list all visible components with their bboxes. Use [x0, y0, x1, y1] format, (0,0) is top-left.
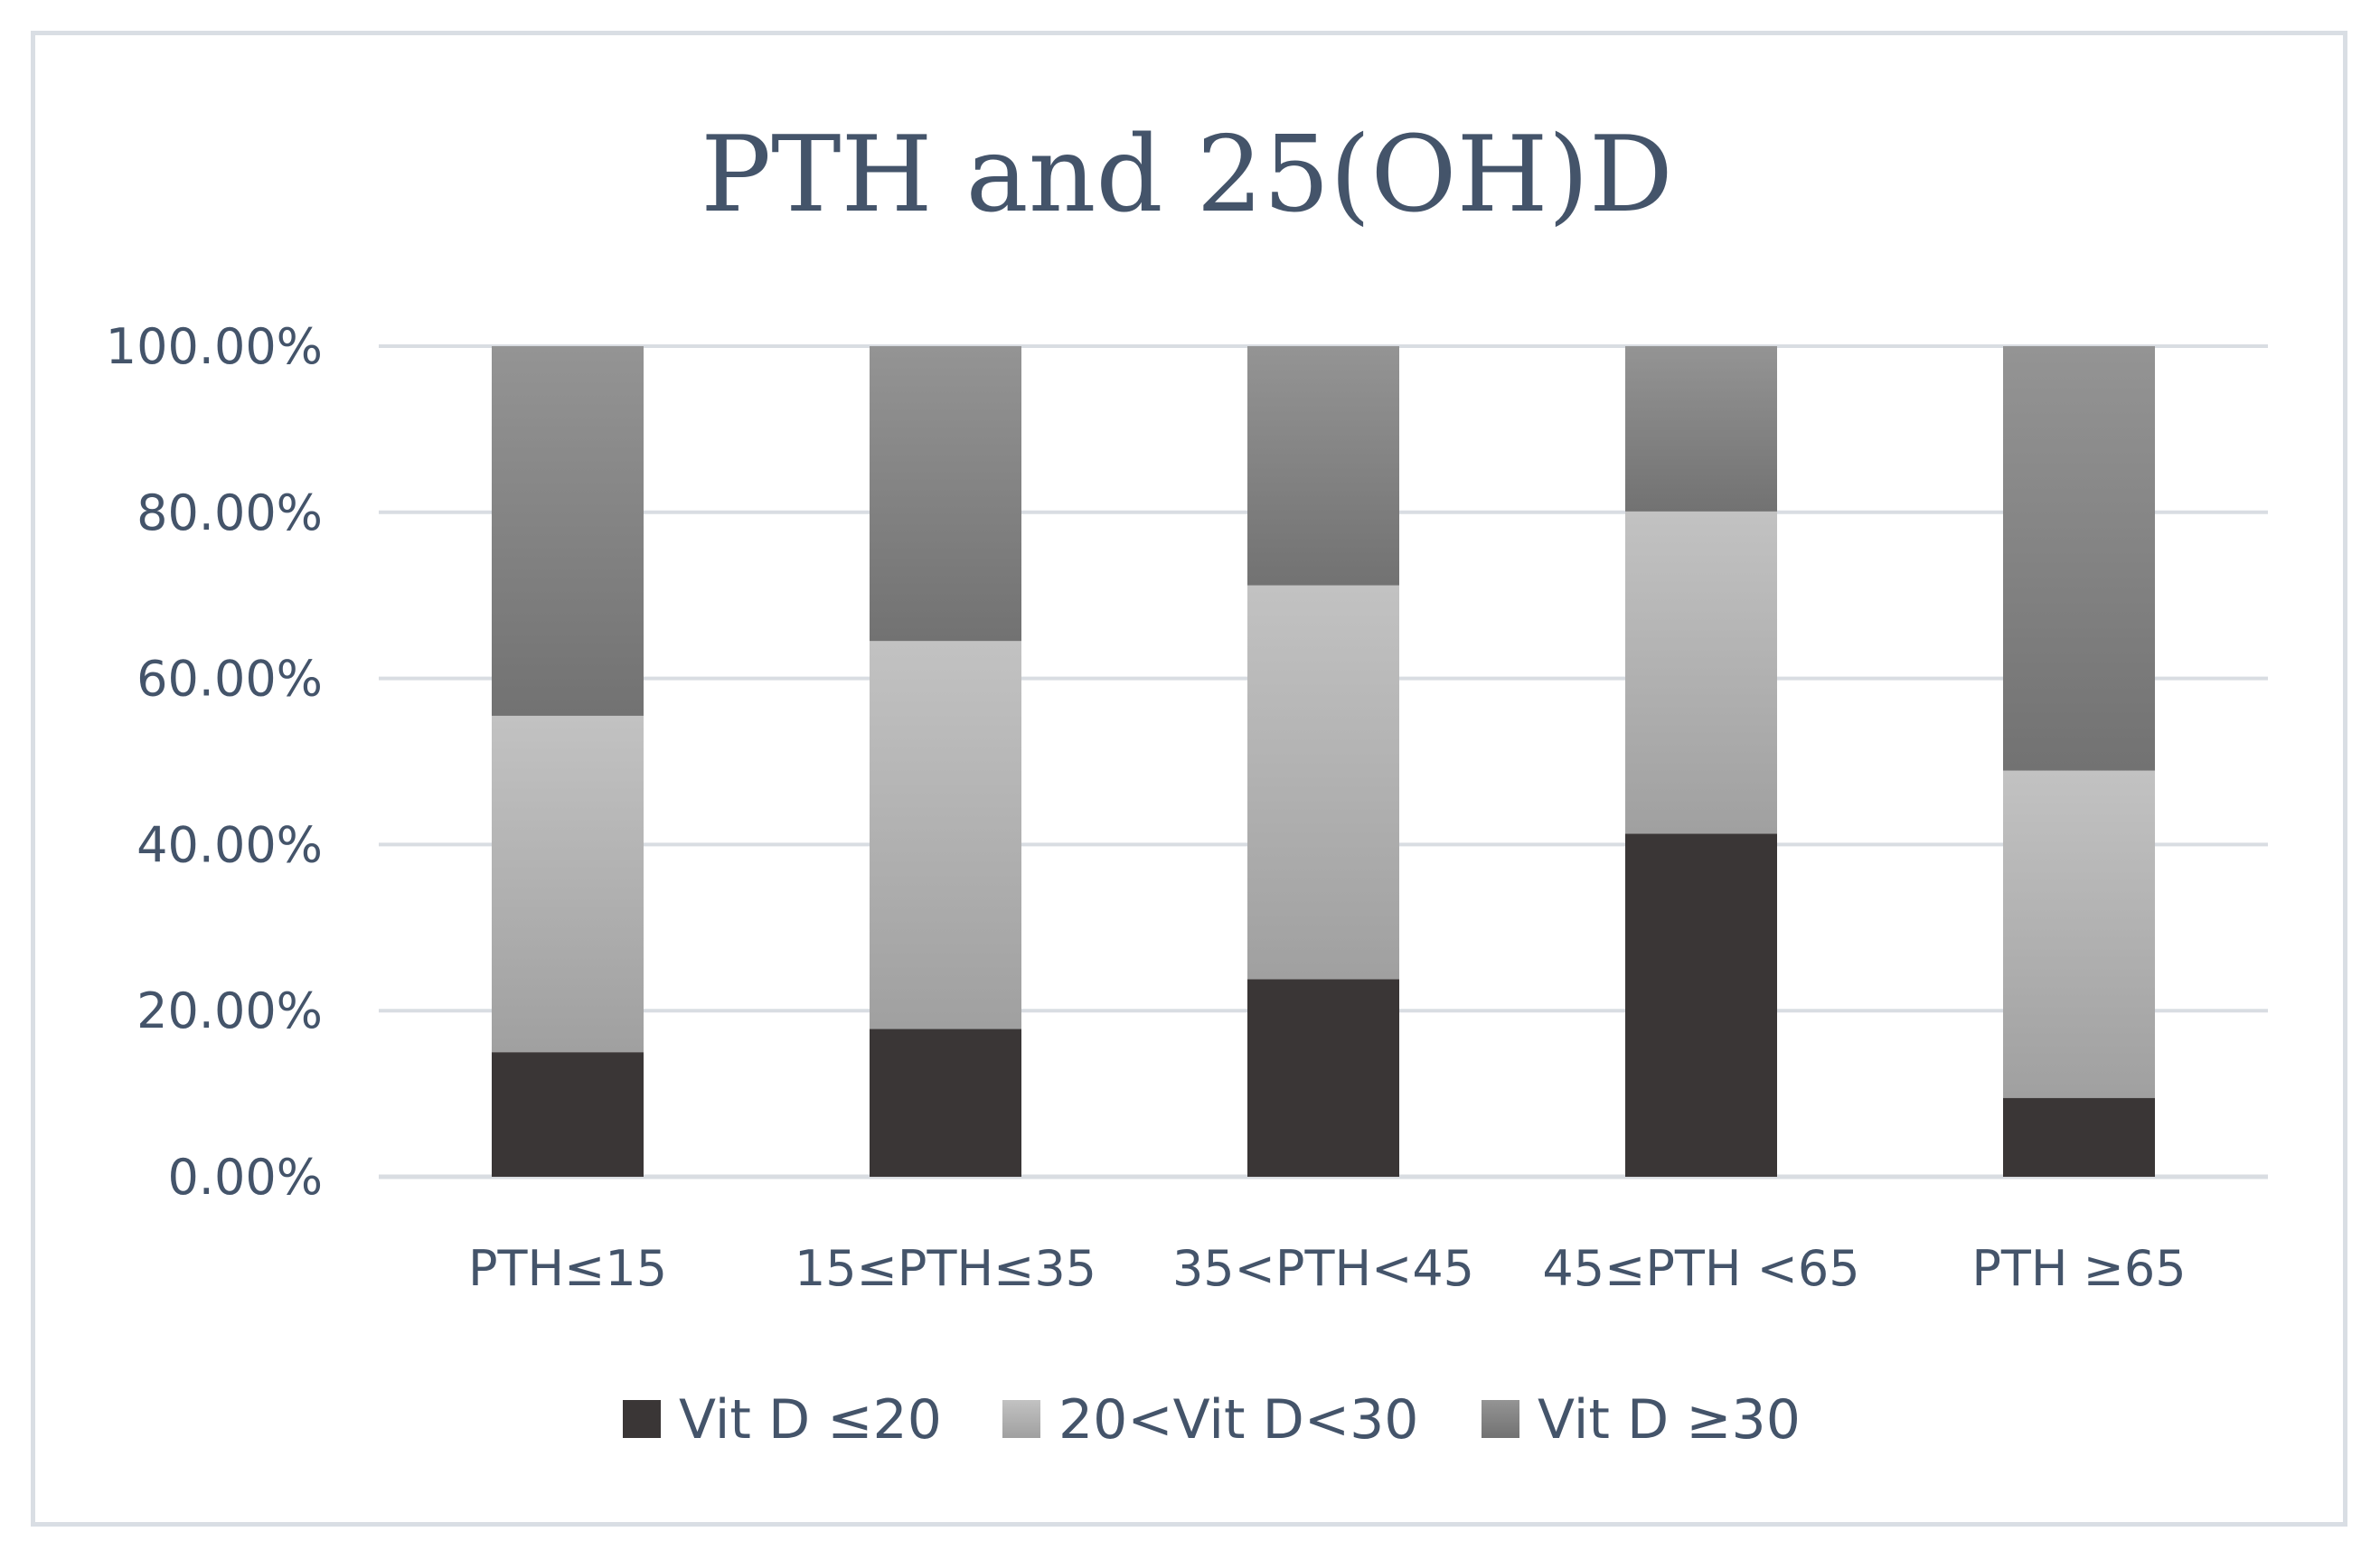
legend-label: 20<Vit D<30	[1058, 1388, 1418, 1452]
x-tick-label: 35<PTH<45	[1172, 1240, 1474, 1297]
bar-segment	[2003, 346, 2155, 771]
y-tick-label: 60.00%	[136, 651, 323, 708]
y-tick-label: 40.00%	[136, 816, 323, 873]
bar-segment	[1625, 833, 1777, 1177]
y-tick-label: 80.00%	[136, 484, 323, 541]
bar-segment	[1247, 346, 1399, 586]
chart-frame: PTH and 25(OH)D 0.00% 20.00% 40.00% 60.00% 8…	[31, 31, 2347, 1527]
stacked-bar-chart: PTH and 25(OH)D 0.00% 20.00% 40.00% 60.00% 8…	[106, 114, 2268, 1452]
legend-swatch	[623, 1400, 661, 1438]
bar-segment	[492, 715, 644, 1053]
bar-segment	[2003, 770, 2155, 1098]
y-axis-ticks: 0.00% 20.00% 40.00% 60.00% 80.00% 100.00%	[106, 318, 323, 1206]
bar-segment	[492, 346, 644, 716]
legend-swatch	[1482, 1400, 1519, 1438]
y-tick-label: 0.00%	[167, 1149, 323, 1206]
bars	[492, 346, 2155, 1177]
bar-segment	[870, 641, 1021, 1029]
bar-segment	[870, 346, 1021, 642]
x-tick-label: PTH≤15	[468, 1240, 667, 1297]
x-axis-ticks: PTH≤15 15≤PTH≤35 35<PTH<45 45≤PTH <65 PTH ≥6…	[468, 1240, 2187, 1297]
bar-segment	[1247, 585, 1399, 980]
x-tick-label: 15≤PTH≤35	[795, 1240, 1096, 1297]
legend-label: Vit D ≥30	[1538, 1388, 1801, 1452]
chart-title: PTH and 25(OH)D	[701, 114, 1673, 236]
x-tick-label: 45≤PTH <65	[1542, 1240, 1859, 1297]
legend-swatch	[1002, 1400, 1040, 1438]
y-tick-label: 100.00%	[106, 318, 323, 375]
bar-segment	[870, 1029, 1021, 1177]
legend: Vit D ≤20 20<Vit D<30 Vit D ≥30	[623, 1388, 1801, 1452]
bar-segment	[1247, 979, 1399, 1177]
bar-segment	[492, 1052, 644, 1177]
bar-segment	[1625, 511, 1777, 834]
x-tick-label: PTH ≥65	[1971, 1240, 2186, 1297]
legend-label: Vit D ≤20	[679, 1388, 942, 1452]
y-tick-label: 20.00%	[136, 982, 323, 1039]
bar-segment	[2003, 1097, 2155, 1177]
bar-segment	[1625, 346, 1777, 512]
